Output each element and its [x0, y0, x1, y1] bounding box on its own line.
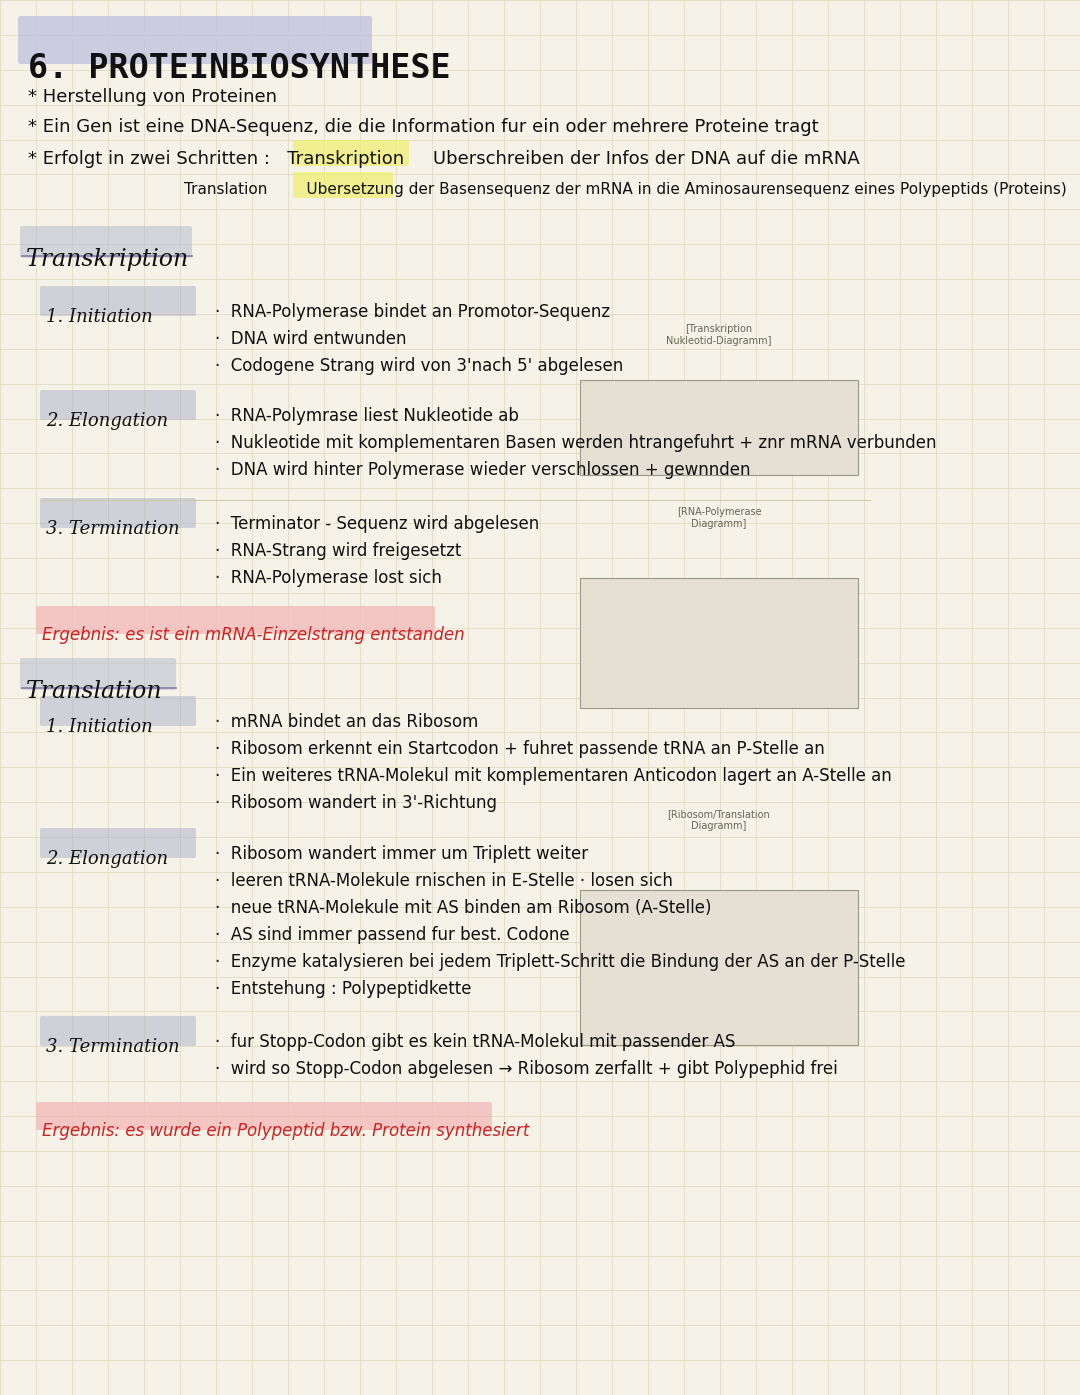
FancyBboxPatch shape: [40, 1016, 195, 1046]
Text: ·  neue tRNA-Molekule mit AS binden am Ribosom (A-Stelle): · neue tRNA-Molekule mit AS binden am Ri…: [215, 898, 712, 917]
Text: ·  DNA wird hinter Polymerase wieder verschlossen + gewnnden: · DNA wird hinter Polymerase wieder vers…: [215, 460, 751, 478]
FancyBboxPatch shape: [40, 286, 195, 317]
Text: 2. Elongation: 2. Elongation: [46, 412, 168, 430]
FancyBboxPatch shape: [40, 696, 195, 725]
Text: ·  mRNA bindet an das Ribosom: · mRNA bindet an das Ribosom: [215, 713, 478, 731]
FancyBboxPatch shape: [40, 391, 195, 420]
Text: * Herstellung von Proteinen: * Herstellung von Proteinen: [28, 88, 276, 106]
Text: ·  RNA-Polymrase liest Nukleotide ab: · RNA-Polymrase liest Nukleotide ab: [215, 407, 518, 425]
FancyBboxPatch shape: [580, 379, 858, 476]
FancyBboxPatch shape: [580, 890, 858, 1045]
Text: 3. Termination: 3. Termination: [46, 520, 179, 538]
FancyBboxPatch shape: [40, 498, 195, 527]
Text: [Transkription
Nukleotid-Diagramm]: [Transkription Nukleotid-Diagramm]: [666, 324, 772, 346]
FancyBboxPatch shape: [21, 226, 192, 258]
FancyBboxPatch shape: [293, 172, 393, 198]
FancyBboxPatch shape: [21, 658, 176, 691]
FancyBboxPatch shape: [40, 829, 195, 858]
Text: 1. Initiation: 1. Initiation: [46, 308, 152, 326]
Text: Ergebnis: es ist ein mRNA-Einzelstrang entstanden: Ergebnis: es ist ein mRNA-Einzelstrang e…: [42, 626, 464, 644]
Text: ·  Ribosom erkennt ein Startcodon + fuhret passende tRNA an P-Stelle an: · Ribosom erkennt ein Startcodon + fuhre…: [215, 739, 825, 757]
FancyBboxPatch shape: [580, 578, 858, 709]
Text: ·  fur Stopp-Codon gibt es kein tRNA-Molekul mit passender AS: · fur Stopp-Codon gibt es kein tRNA-Mole…: [215, 1034, 735, 1050]
Text: ·  RNA-Polymerase bindet an Promotor-Sequenz: · RNA-Polymerase bindet an Promotor-Sequ…: [215, 303, 610, 321]
FancyBboxPatch shape: [293, 140, 409, 166]
Text: ·  Ribosom wandert in 3'-Richtung: · Ribosom wandert in 3'-Richtung: [215, 794, 497, 812]
Text: ·  RNA-Strang wird freigesetzt: · RNA-Strang wird freigesetzt: [215, 543, 461, 559]
Text: ·  Ein weiteres tRNA-Molekul mit komplementaren Anticodon lagert an A-Stelle an: · Ein weiteres tRNA-Molekul mit kompleme…: [215, 767, 892, 785]
Text: 1. Initiation: 1. Initiation: [46, 718, 152, 737]
Text: * Ein Gen ist eine DNA-Sequenz, die die Information fur ein oder mehrere Protein: * Ein Gen ist eine DNA-Sequenz, die die …: [28, 119, 819, 135]
Text: ·  Terminator - Sequenz wird abgelesen: · Terminator - Sequenz wird abgelesen: [215, 515, 539, 533]
Text: [Ribosom/Translation
Diagramm]: [Ribosom/Translation Diagramm]: [667, 809, 770, 831]
FancyBboxPatch shape: [18, 15, 372, 64]
Text: Translation: Translation: [26, 679, 163, 703]
Text: ·  Nukleotide mit komplementaren Basen werden htrangefuhrt + znr mRNA verbunden: · Nukleotide mit komplementaren Basen we…: [215, 434, 936, 452]
Text: Transkription: Transkription: [26, 248, 189, 271]
Text: * Erfolgt in zwei Schritten :   Transkription     Uberschreiben der Infos der DN: * Erfolgt in zwei Schritten : Transkript…: [28, 151, 860, 167]
Text: ·  RNA-Polymerase lost sich: · RNA-Polymerase lost sich: [215, 569, 442, 587]
Text: ·  Entstehung : Polypeptidkette: · Entstehung : Polypeptidkette: [215, 981, 472, 997]
Text: ·  Ribosom wandert immer um Triplett weiter: · Ribosom wandert immer um Triplett weit…: [215, 845, 589, 864]
Text: [RNA-Polymerase
Diagramm]: [RNA-Polymerase Diagramm]: [677, 508, 761, 529]
Text: Translation        Ubersetzung der Basensequenz der mRNA in die Aminosaurenseque: Translation Ubersetzung der Basensequenz…: [28, 181, 1067, 197]
Text: ·  wird so Stopp-Codon abgelesen → Ribosom zerfallt + gibt Polypephid frei: · wird so Stopp-Codon abgelesen → Riboso…: [215, 1060, 838, 1078]
FancyBboxPatch shape: [36, 1102, 492, 1130]
Text: 3. Termination: 3. Termination: [46, 1038, 179, 1056]
Text: ·  DNA wird entwunden: · DNA wird entwunden: [215, 331, 406, 347]
FancyBboxPatch shape: [36, 605, 435, 633]
Text: Ergebnis: es wurde ein Polypeptid bzw. Protein synthesiert: Ergebnis: es wurde ein Polypeptid bzw. P…: [42, 1122, 529, 1140]
Text: 6. PROTEINBIOSYNTHESE: 6. PROTEINBIOSYNTHESE: [28, 52, 450, 85]
Text: ·  Codogene Strang wird von 3'nach 5' abgelesen: · Codogene Strang wird von 3'nach 5' abg…: [215, 357, 623, 375]
Text: ·  AS sind immer passend fur best. Codone: · AS sind immer passend fur best. Codone: [215, 926, 569, 944]
Text: 2. Elongation: 2. Elongation: [46, 850, 168, 868]
Text: ·  leeren tRNA-Molekule rnischen in E-Stelle · losen sich: · leeren tRNA-Molekule rnischen in E-Ste…: [215, 872, 673, 890]
Text: ·  Enzyme katalysieren bei jedem Triplett-Schritt die Bindung der AS an der P-St: · Enzyme katalysieren bei jedem Triplett…: [215, 953, 905, 971]
